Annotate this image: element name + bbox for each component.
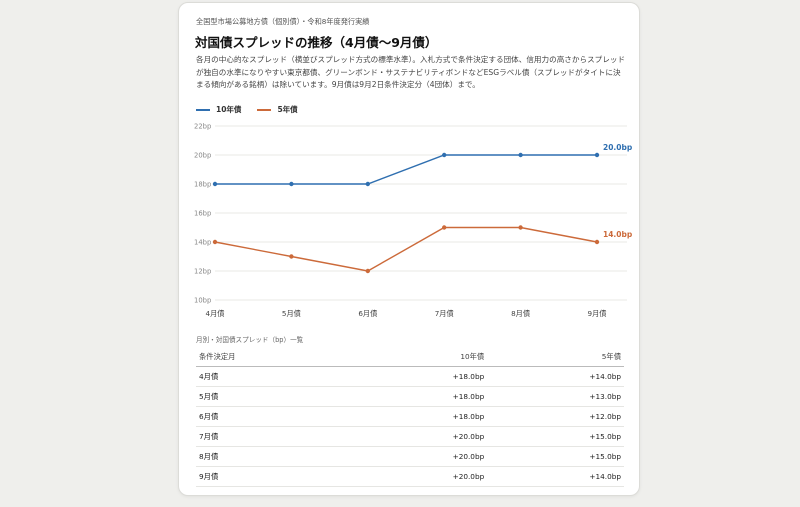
data-point-10y xyxy=(518,152,523,158)
data-point-10y xyxy=(442,152,447,158)
table-cell-5y: +14.0bp xyxy=(487,366,624,387)
table-cell-5y: +12.0bp xyxy=(487,406,624,427)
data-point-10y xyxy=(212,181,218,187)
y-tick-label: 14bp xyxy=(194,239,211,247)
x-tick-label: 7月債 xyxy=(435,309,454,318)
y-tick-label: 20bp xyxy=(194,152,211,160)
kicker: 全国型市場公募地方債（個別債）・令和8年度発行実績 xyxy=(196,17,370,26)
series-line-5y xyxy=(214,226,598,272)
table-cell-month: 8月債 xyxy=(196,446,351,467)
line-chart: 10bp 12bp 14bp 16bp 18bp 20bp 22bp 4月債 5月債 6月債 7月債… xyxy=(194,123,633,319)
x-tick-label: 4月債 xyxy=(206,309,225,318)
legend-item-5y: 5年債 xyxy=(257,104,298,115)
table-cell-month: 4月債 xyxy=(196,366,351,387)
table-cell-month: 6月債 xyxy=(196,406,351,427)
table-header-month: 条件決定月 xyxy=(196,347,351,367)
chart-card: 全国型市場公募地方債（個別債）・令和8年度発行実績 対国債スプレッドの推移（4月… xyxy=(178,2,640,496)
table-cell-5y: +13.0bp xyxy=(487,386,624,407)
legend-swatch-5y xyxy=(257,108,272,111)
table-header-10y: 10年債 xyxy=(350,347,488,367)
spread-table: 条件決定月 10年債 5年債 4月債 +18.0bp +14.0bp 5月債 +… xyxy=(196,347,624,487)
data-point-5y xyxy=(594,239,600,245)
table-row: 7月債 +20.0bp +15.0bp xyxy=(196,426,624,447)
table-header-row: 条件決定月 10年債 5年債 xyxy=(196,347,624,367)
x-tick-label: 6月債 xyxy=(358,309,377,318)
series-line-10y xyxy=(215,154,597,185)
end-label-10y: 20.0bp xyxy=(603,143,633,152)
legend: 10年債 5年債 xyxy=(196,104,314,115)
y-tick-label: 18bp xyxy=(194,181,211,189)
legend-swatch-10y xyxy=(196,108,210,111)
table-row: 9月債 +20.0bp +14.0bp xyxy=(196,466,624,487)
end-label-5y: 14.0bp xyxy=(603,230,633,239)
chart-title: 対国債スプレッドの推移（4月債〜9月債） xyxy=(195,35,438,50)
legend-label-10y: 10年債 xyxy=(216,105,242,114)
table-cell-10y: +18.0bp xyxy=(350,386,488,407)
x-tick-label: 9月債 xyxy=(588,309,607,318)
table-cell-10y: +18.0bp xyxy=(350,406,488,427)
table-cell-5y: +15.0bp xyxy=(487,426,624,447)
table-cell-month: 7月債 xyxy=(196,426,351,447)
table-cell-month: 5月債 xyxy=(196,386,351,407)
chart-description: 各月の中心的なスプレッド（横並びスプレッド方式の標準水準）。入札方式で条件決定す… xyxy=(196,55,626,89)
table-cell-10y: +20.0bp xyxy=(350,426,488,447)
table-row: 6月債 +18.0bp +12.0bp xyxy=(196,406,624,427)
table-cell-10y: +20.0bp xyxy=(350,446,488,467)
table-row: 8月債 +20.0bp +15.0bp xyxy=(196,446,624,467)
table-cell-10y: +20.0bp xyxy=(350,466,488,487)
table-cell-5y: +15.0bp xyxy=(487,446,624,467)
data-point-10y xyxy=(594,152,600,158)
data-point-10y xyxy=(289,181,294,187)
data-point-10y xyxy=(365,181,370,187)
data-point-5y xyxy=(289,254,294,259)
x-tick-label: 5月債 xyxy=(282,309,301,318)
data-point-5y xyxy=(365,268,370,274)
legend-item-10y: 10年債 xyxy=(196,104,241,115)
data-point-5y xyxy=(212,239,218,245)
y-tick-label: 16bp xyxy=(194,210,211,218)
table-cell-month: 9月債 xyxy=(196,466,351,487)
table-cell-5y: +14.0bp xyxy=(487,466,624,487)
y-tick-label: 12bp xyxy=(194,268,211,276)
table-row: 4月債 +18.0bp +14.0bp xyxy=(196,366,624,387)
y-tick-label: 22bp xyxy=(194,123,211,131)
legend-label-5y: 5年債 xyxy=(277,105,298,114)
data-point-5y xyxy=(442,225,447,230)
data-point-5y xyxy=(518,225,523,230)
x-tick-label: 8月債 xyxy=(511,309,530,318)
table-header-5y: 5年債 xyxy=(487,347,624,367)
table-row: 5月債 +18.0bp +13.0bp xyxy=(196,386,624,407)
y-tick-label: 10bp xyxy=(194,297,211,305)
table-caption: 月別・対国債スプレッド（bp）一覧 xyxy=(196,336,304,344)
table-cell-10y: +18.0bp xyxy=(350,366,488,387)
